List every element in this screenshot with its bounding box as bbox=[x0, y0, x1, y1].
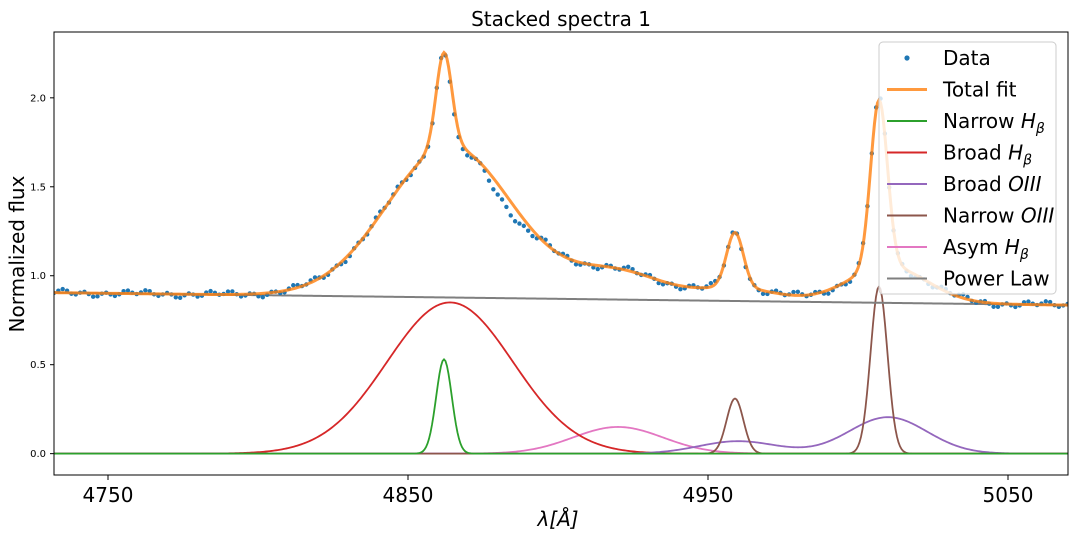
y-axis-label: Normalized flux bbox=[5, 175, 29, 332]
data-point bbox=[491, 187, 496, 192]
data-point bbox=[90, 294, 96, 299]
data-point bbox=[525, 228, 531, 233]
legend-label: Asym Hβ bbox=[943, 235, 1029, 263]
y-tick-label: 1.5 bbox=[30, 182, 46, 193]
data-point bbox=[147, 288, 152, 294]
x-tick-label: 4850 bbox=[383, 483, 434, 507]
legend-item-asym-h: Asym Hβ bbox=[887, 235, 1029, 263]
plot-area bbox=[54, 50, 1068, 455]
legend-label: Broad Hβ bbox=[943, 141, 1032, 169]
legend-label: Power Law bbox=[943, 267, 1050, 291]
series-line-asym-h bbox=[54, 426, 1068, 455]
data-point bbox=[95, 294, 100, 299]
legend-marker bbox=[904, 55, 910, 61]
legend-label: Total fit bbox=[942, 78, 1017, 102]
legend-box bbox=[878, 41, 1057, 295]
data-point bbox=[795, 289, 801, 294]
legend-item-broad-h: Broad Hβ bbox=[887, 141, 1032, 169]
data-point bbox=[991, 304, 996, 309]
legend-item-narrow-h: Narrow Hβ bbox=[887, 109, 1045, 137]
data-point bbox=[678, 287, 683, 292]
data-point bbox=[177, 295, 183, 301]
legend: Data Total fit Narrow Hβ Broad Hβ Broad OIII… bbox=[878, 41, 1057, 295]
legend-label: Narrow Hβ bbox=[943, 109, 1045, 137]
data-point bbox=[626, 264, 631, 270]
data-point bbox=[791, 289, 796, 295]
data-point bbox=[173, 295, 178, 300]
series-line-narrow-h bbox=[54, 357, 1068, 455]
data-point bbox=[1026, 299, 1031, 304]
data-point bbox=[60, 286, 65, 292]
x-tick-label: 4950 bbox=[683, 483, 734, 507]
data-point bbox=[508, 213, 513, 218]
data-point bbox=[143, 288, 148, 293]
series-line-narrow-oiii bbox=[54, 284, 1068, 455]
data-point bbox=[826, 291, 831, 296]
data-point bbox=[995, 304, 1001, 309]
legend-item-total-fit: Total fit bbox=[887, 78, 1017, 102]
data-point bbox=[595, 266, 600, 272]
data-point bbox=[486, 178, 492, 183]
data-point bbox=[530, 233, 535, 239]
legend-item-data: Data bbox=[904, 46, 991, 70]
y-axis: 0.0 0.5 1.0 1.5 2.0 bbox=[30, 93, 54, 460]
data-point bbox=[573, 262, 579, 267]
plot-frame bbox=[53, 31, 1069, 476]
y-tick-label: 1.0 bbox=[30, 271, 46, 282]
data-point bbox=[260, 295, 265, 300]
legend-label: Narrow OIII bbox=[943, 204, 1054, 228]
data-point bbox=[1047, 299, 1053, 305]
data-point bbox=[1043, 299, 1049, 304]
x-axis-label: λ[Å] bbox=[536, 507, 578, 531]
data-point bbox=[760, 291, 766, 296]
legend-item-narrow-oiii: Narrow OIII bbox=[887, 204, 1054, 228]
y-tick-label: 2.0 bbox=[30, 93, 46, 104]
data-point bbox=[521, 223, 526, 229]
data-point bbox=[517, 221, 522, 226]
x-tick-label: 5050 bbox=[983, 483, 1034, 507]
data-point bbox=[495, 192, 500, 197]
legend-label: Data bbox=[943, 46, 991, 70]
data-point bbox=[504, 204, 509, 210]
series-line-broad-h bbox=[54, 301, 1068, 455]
data-point bbox=[230, 289, 235, 294]
data-point bbox=[708, 281, 714, 286]
legend-label: Broad OIII bbox=[943, 172, 1042, 196]
data-point bbox=[499, 197, 505, 202]
legend-item-broad-oiii: Broad OIII bbox=[887, 172, 1042, 196]
chart-title: Stacked spectra 1 bbox=[471, 7, 651, 31]
data-point bbox=[208, 288, 213, 294]
y-tick-label: 0.5 bbox=[30, 360, 46, 371]
data-point bbox=[512, 219, 518, 224]
data-point bbox=[465, 153, 470, 158]
data-point bbox=[225, 289, 231, 294]
x-tick-label: 4750 bbox=[83, 483, 134, 507]
y-tick-label: 0.0 bbox=[30, 449, 46, 460]
data-point bbox=[291, 283, 296, 288]
legend-item-power-law: Power Law bbox=[887, 267, 1050, 291]
data-point bbox=[1013, 304, 1018, 310]
x-axis: 4750 4850 4950 5050 bbox=[83, 475, 1034, 507]
data-point bbox=[125, 288, 131, 293]
